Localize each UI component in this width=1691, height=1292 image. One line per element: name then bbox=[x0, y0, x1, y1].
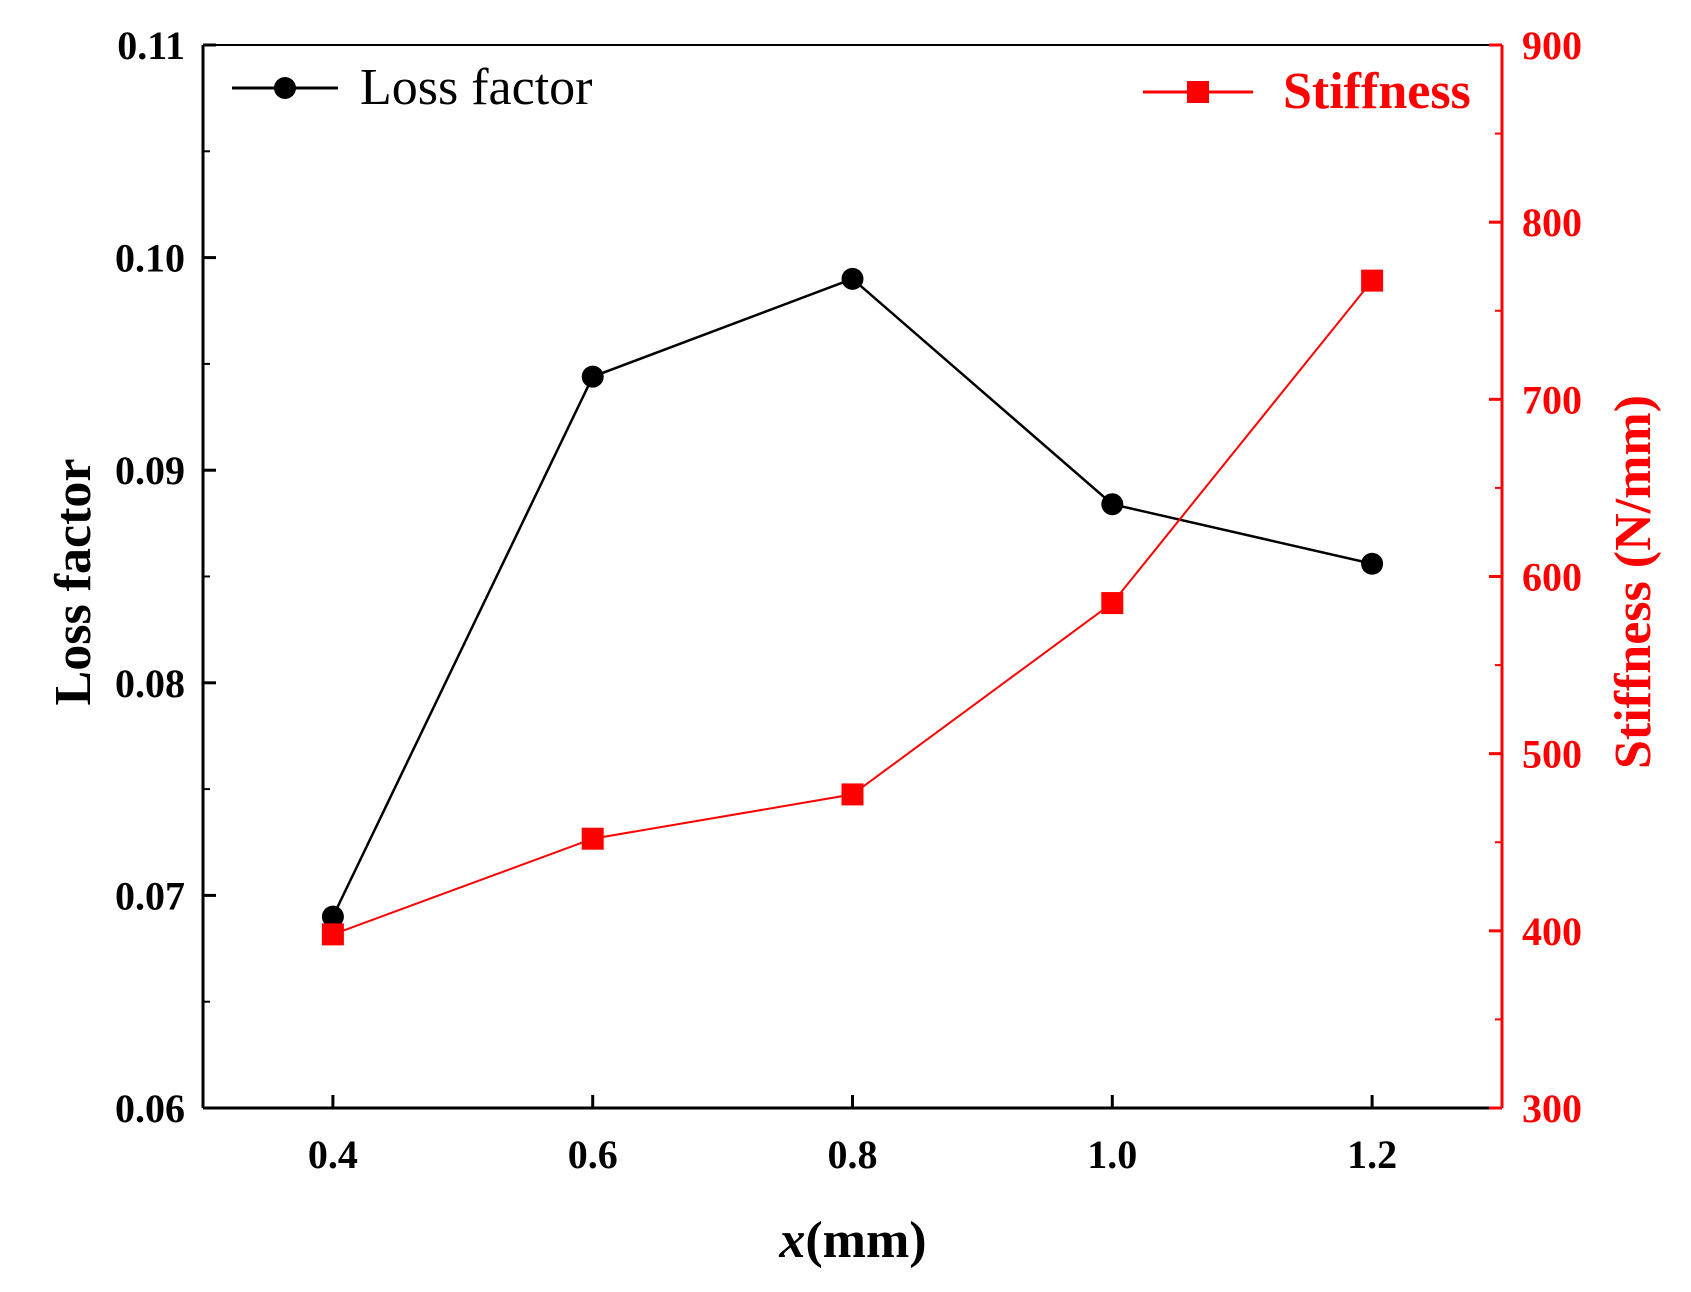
y-tick-label-left: 0.10 bbox=[115, 236, 185, 281]
y-tick-label-right: 400 bbox=[1522, 909, 1582, 954]
stiffness-point bbox=[1101, 592, 1124, 615]
legend-stiffness: Stiffness bbox=[1143, 63, 1471, 120]
series-layer bbox=[321, 267, 1384, 946]
loss-factor-line bbox=[331, 277, 1373, 918]
y-tick-label-left: 0.07 bbox=[115, 873, 185, 918]
loss-factor-point bbox=[1361, 552, 1384, 575]
y-tick-label-left: 0.06 bbox=[115, 1086, 185, 1131]
loss-factor-point bbox=[321, 905, 344, 928]
loss-factor-point bbox=[1101, 493, 1124, 516]
x-axis-title: x(mm) bbox=[778, 1212, 926, 1269]
legend-stiffness-label: Stiffness bbox=[1283, 63, 1471, 120]
y-tick-label-right: 600 bbox=[1522, 555, 1582, 600]
x-tick-label: 0.4 bbox=[308, 1132, 358, 1177]
stiffness-line bbox=[332, 280, 1373, 936]
stiffness-point bbox=[1361, 269, 1384, 292]
y-tick-label-right: 900 bbox=[1522, 23, 1582, 68]
y-tick-label-right: 500 bbox=[1522, 732, 1582, 777]
x-axis-title-unit: (mm) bbox=[805, 1212, 926, 1269]
y-axis-title-right: Stiffness (N/mm) bbox=[1605, 395, 1662, 769]
x-axis-title-variable: x bbox=[778, 1212, 805, 1269]
legend-loss-factor: Loss factor bbox=[232, 59, 592, 116]
stiffness-point bbox=[581, 827, 604, 850]
y-tick-label-right: 300 bbox=[1522, 1086, 1582, 1131]
y-tick-label-right: 800 bbox=[1522, 200, 1582, 245]
tick-layer: 0.4 0.6 0.8 1.0 1.2 0.06 0.07 0.08 0.09 0.10 0.11 3… bbox=[115, 23, 1582, 1177]
x-tick-label: 1.2 bbox=[1347, 1132, 1397, 1177]
y-tick-label-right: 700 bbox=[1522, 377, 1582, 422]
y-tick-label-left: 0.09 bbox=[115, 448, 185, 493]
stiffness-point bbox=[321, 923, 344, 946]
x-tick-label: 1.0 bbox=[1087, 1132, 1137, 1177]
legend-stiffness-marker bbox=[1187, 81, 1209, 103]
x-tick-label: 0.6 bbox=[568, 1132, 618, 1177]
x-tick-label: 0.8 bbox=[828, 1132, 878, 1177]
y-tick-label-left: 0.11 bbox=[117, 23, 185, 68]
legend-loss-factor-label: Loss factor bbox=[360, 59, 592, 116]
loss-factor-point bbox=[841, 267, 864, 290]
loss-factor-point bbox=[581, 365, 604, 388]
legend-loss-factor-marker bbox=[274, 77, 296, 99]
y-tick-label-left: 0.08 bbox=[115, 661, 185, 706]
y-axis-title-left: Loss factor bbox=[45, 459, 102, 706]
stiffness-point bbox=[841, 783, 864, 806]
